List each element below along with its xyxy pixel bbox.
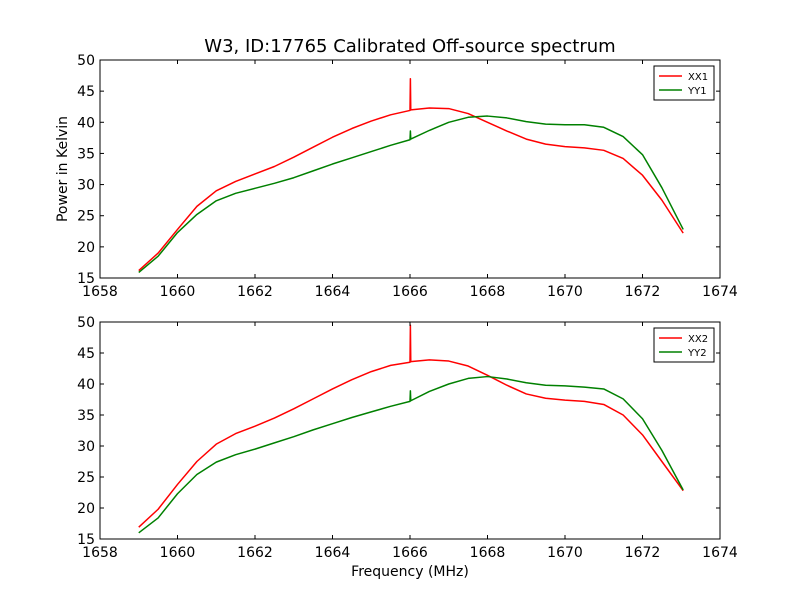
bottom-x-axis-label: Frequency (MHz)	[351, 564, 469, 580]
bottom-x-tick-label: 1660	[160, 545, 196, 561]
bottom-x-tick-label: 1664	[315, 545, 351, 561]
bottom-y-tick-label: 40	[77, 377, 95, 393]
top-y-tick-label: 30	[77, 178, 95, 194]
top-x-tick-label: 1660	[160, 284, 196, 300]
top-x-tick-label: 1670	[547, 284, 583, 300]
top-x-tick-label: 1668	[470, 284, 506, 300]
top-x-tick-label: 1666	[392, 284, 428, 300]
bottom-x-tick-label: 1674	[702, 545, 738, 561]
top-x-tick-label: 1672	[625, 284, 661, 300]
bottom-x-tick-label: 1672	[625, 545, 661, 561]
top-x-tick-label: 1674	[702, 284, 738, 300]
top-x-tick-label: 1664	[315, 284, 351, 300]
bottom-y-tick-label: 35	[77, 408, 95, 424]
bottom-legend-box	[653, 327, 715, 363]
bottom-y-tick-label: 25	[77, 470, 95, 486]
bottom-y-tick-label: 15	[77, 532, 95, 548]
legend-label-xx2: XX2	[688, 334, 708, 345]
series-line-xx1	[138, 77, 684, 272]
top-x-tick-label: 1662	[237, 284, 273, 300]
top-y-tick-label: 40	[77, 115, 95, 131]
top-series-group	[138, 77, 684, 273]
chart-title: W3, ID:17765 Calibrated Off-source spect…	[204, 36, 615, 57]
bottom-x-tick-label: 1668	[470, 545, 506, 561]
bottom-x-tick-label: 1670	[547, 545, 583, 561]
top-legend-box	[653, 65, 715, 101]
legend-label-xx1: XX1	[688, 72, 708, 83]
top-y-tick-label: 20	[77, 240, 95, 256]
bottom-y-tick-label: 20	[77, 501, 95, 517]
top-y-tick-label: 15	[77, 271, 95, 287]
top-subplot: 1658 1660 1662 1664 1666 1668 1670 1672 1674 15 20…	[55, 53, 738, 300]
bottom-y-tick-label: 30	[77, 439, 95, 455]
bottom-y-tick-label: 50	[77, 315, 95, 331]
bottom-x-tick-label: 1658	[82, 545, 118, 561]
top-y-tick-label: 50	[77, 53, 95, 69]
top-y-tick-label: 45	[77, 84, 95, 100]
bottom-x-tick-label: 1662	[237, 545, 273, 561]
series-line-yy1	[138, 115, 684, 273]
top-x-tick-label: 1658	[82, 284, 118, 300]
series-line-yy2	[138, 375, 684, 534]
legend-label-yy1: YY1	[687, 86, 707, 97]
bottom-y-tick-label: 45	[77, 346, 95, 362]
bottom-subplot: 1658 1660 1662 1664 1666 1668 1670 1672 1674 15 20…	[77, 315, 738, 580]
top-y-tick-label: 25	[77, 209, 95, 225]
bottom-x-tick-label: 1666	[392, 545, 428, 561]
top-y-axis-label: Power in Kelvin	[55, 116, 71, 222]
legend-label-yy2: YY2	[687, 348, 707, 359]
top-y-tick-label: 35	[77, 146, 95, 162]
